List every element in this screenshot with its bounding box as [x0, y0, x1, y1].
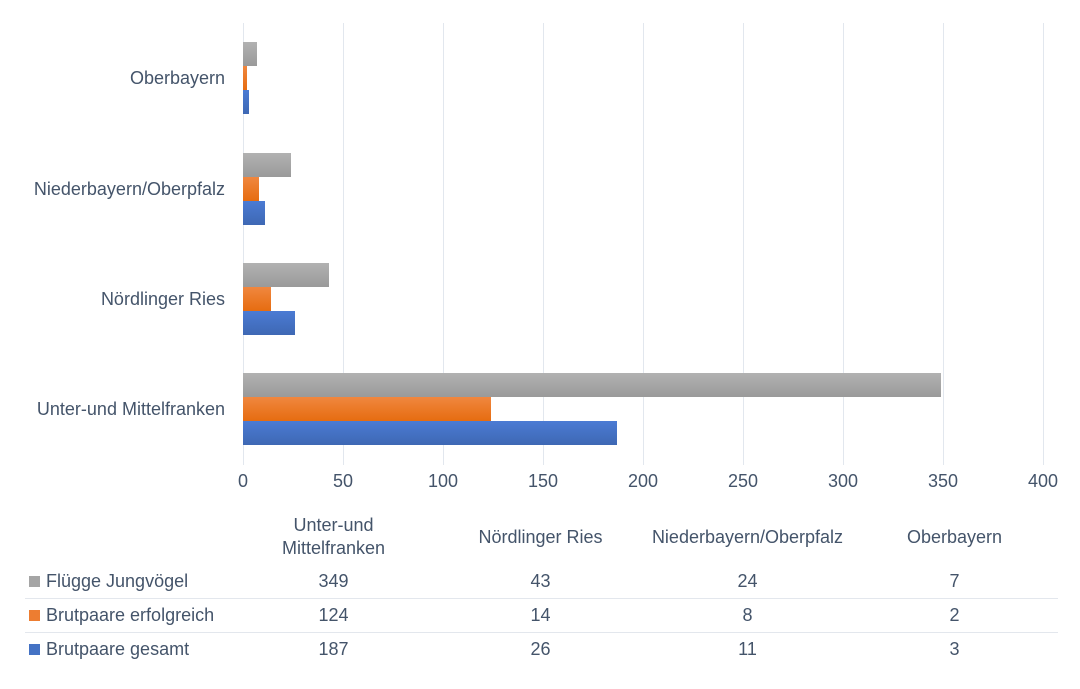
- table-cell: 24: [737, 571, 758, 591]
- bar-brutpaare-gesamt-noerdlinger-ries: [243, 310, 295, 335]
- bar-fluegge-jungvoegel-unter-und-mittelfranken: [243, 373, 941, 398]
- gridline-0: [242, 23, 244, 465]
- x-axis-tick-label-400: 400: [1027, 471, 1059, 491]
- table-cell: 11: [738, 639, 757, 659]
- bar-brutpaare-erfolgreich-noerdlinger-ries: [243, 286, 271, 311]
- table-row-brutpaare-erfolgreich: Brutpaare erfolgreich 124 14 8 2: [25, 598, 1058, 632]
- table-column-header-unter-und-mittelfranken: Unter-und Mittelfranken: [230, 514, 437, 560]
- table-cell: 43: [530, 571, 551, 591]
- table-cell: 2: [949, 605, 960, 625]
- bar-fluegge-jungvoegel-niederbayern-oberpfalz: [243, 152, 291, 177]
- legend-key-brutpaare-erfolgreich: [29, 610, 40, 621]
- table-row-fluegge-jungvoegel: Flügge Jungvögel 349 43 24 7: [25, 565, 1058, 598]
- x-axis-tick-label-250: 250: [727, 471, 759, 491]
- legend-cell-fluegge-jungvoegel: Flügge Jungvögel: [25, 571, 230, 592]
- table-cell: 187: [318, 639, 349, 659]
- gridline-250: [742, 23, 744, 465]
- gridline-50: [342, 23, 344, 465]
- gridline-150: [542, 23, 544, 465]
- bar-brutpaare-gesamt-oberbayern: [243, 90, 249, 115]
- gridline-400: [1042, 23, 1044, 465]
- bar-fluegge-jungvoegel-oberbayern: [243, 42, 257, 67]
- table-column-header-oberbayern: Oberbayern: [851, 526, 1058, 549]
- bar-brutpaare-erfolgreich-niederbayern-oberpfalz: [243, 176, 259, 201]
- table-header-row: Unter-und Mittelfranken Nördlinger Ries Ni…: [25, 509, 1058, 565]
- table-row-brutpaare-gesamt: Brutpaare gesamt 187 26 11 3: [25, 632, 1058, 666]
- gridline-300: [842, 23, 844, 465]
- series-name-label: Brutpaare gesamt: [46, 639, 190, 659]
- x-axis-tick-label-150: 150: [527, 471, 559, 491]
- table-column-header-label: Unter-und Mittelfranken: [281, 515, 386, 558]
- table-column-header-label: Niederbayern/Oberpfalz: [651, 526, 844, 547]
- table-column-header-niederbayern-oberpfalz: Niederbayern/Oberpfalz: [644, 526, 851, 549]
- x-axis-tick-label-300: 300: [827, 471, 859, 491]
- table-cell: 26: [530, 639, 551, 659]
- legend-key-brutpaare-gesamt: [29, 644, 40, 655]
- bar-brutpaare-gesamt-unter-und-mittelfranken: [243, 421, 617, 446]
- legend-cell-brutpaare-erfolgreich: Brutpaare erfolgreich: [25, 605, 230, 626]
- category-axis-label-unter-und-mittelfranken: Unter-und Mittelfranken: [36, 399, 225, 420]
- data-table: Unter-und Mittelfranken Nördlinger Ries Ni…: [25, 509, 1058, 666]
- category-axis-label-noerdlinger-ries: Nördlinger Ries: [100, 288, 225, 309]
- gridline-200: [642, 23, 644, 465]
- bar-brutpaare-erfolgreich-unter-und-mittelfranken: [243, 397, 491, 422]
- series-name-label: Brutpaare erfolgreich: [46, 605, 215, 625]
- category-axis-label-niederbayern-oberpfalz: Niederbayern/Oberpfalz: [33, 178, 225, 199]
- x-axis-tick-label-100: 100: [427, 471, 459, 491]
- bar-brutpaare-erfolgreich-oberbayern: [243, 66, 247, 91]
- x-axis-tick-label-0: 0: [237, 471, 248, 491]
- table-cell: 14: [530, 605, 551, 625]
- bar-brutpaare-gesamt-niederbayern-oberpfalz: [243, 200, 265, 225]
- table-column-header-label: Oberbayern: [906, 526, 1003, 547]
- legend-key-fluegge-jungvoegel: [29, 576, 40, 587]
- table-cell: 349: [318, 571, 349, 591]
- table-cell: 7: [949, 571, 960, 591]
- series-name-label: Flügge Jungvögel: [46, 571, 189, 591]
- x-axis-tick-label-50: 50: [332, 471, 354, 491]
- table-cell: 8: [742, 605, 753, 625]
- category-axis-label-oberbayern: Oberbayern: [129, 68, 225, 89]
- table-cell: 3: [949, 639, 960, 659]
- gridline-100: [442, 23, 444, 465]
- table-column-header-label: Nördlinger Ries: [478, 526, 603, 547]
- table-body: Flügge Jungvögel 349 43 24 7 Brutpaare erfolg…: [25, 565, 1058, 666]
- bar-fluegge-jungvoegel-noerdlinger-ries: [243, 262, 329, 287]
- x-axis-tick-label-200: 200: [627, 471, 659, 491]
- gridline-350: [942, 23, 944, 465]
- table-column-header-noerdlinger-ries: Nördlinger Ries: [437, 526, 644, 549]
- table-cell: 124: [318, 605, 349, 625]
- x-axis-tick-label-350: 350: [927, 471, 959, 491]
- legend-cell-brutpaare-gesamt: Brutpaare gesamt: [25, 639, 230, 660]
